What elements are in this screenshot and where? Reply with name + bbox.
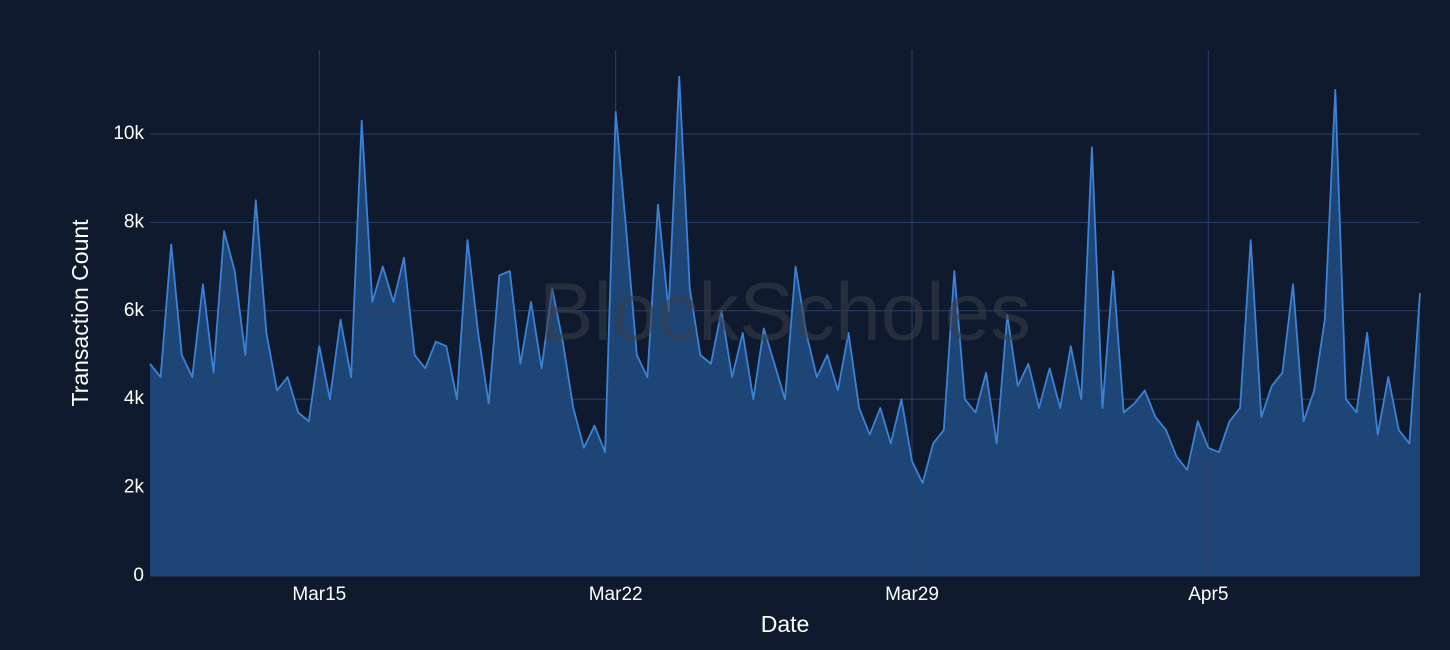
y-tick-label: 0 (133, 565, 144, 586)
x-tick-label: Apr5 (1188, 584, 1228, 605)
y-tick-label: 10k (113, 123, 144, 144)
area (150, 76, 1420, 576)
y-tick-label: 4k (124, 388, 145, 409)
x-tick-label: Mar15 (292, 584, 346, 605)
y-tick-label: 6k (124, 300, 145, 321)
x-tick-label: Mar22 (589, 584, 643, 605)
line (149, 75, 1421, 485)
y-axis-title: Transaction Count (67, 219, 93, 407)
watermark: BlockScholes (539, 267, 1031, 358)
x-axis-title: Date (761, 611, 810, 637)
y-tick-label: 8k (124, 211, 145, 232)
y-tick-label: 2k (124, 477, 145, 498)
x-tick-label: Mar29 (885, 584, 939, 605)
